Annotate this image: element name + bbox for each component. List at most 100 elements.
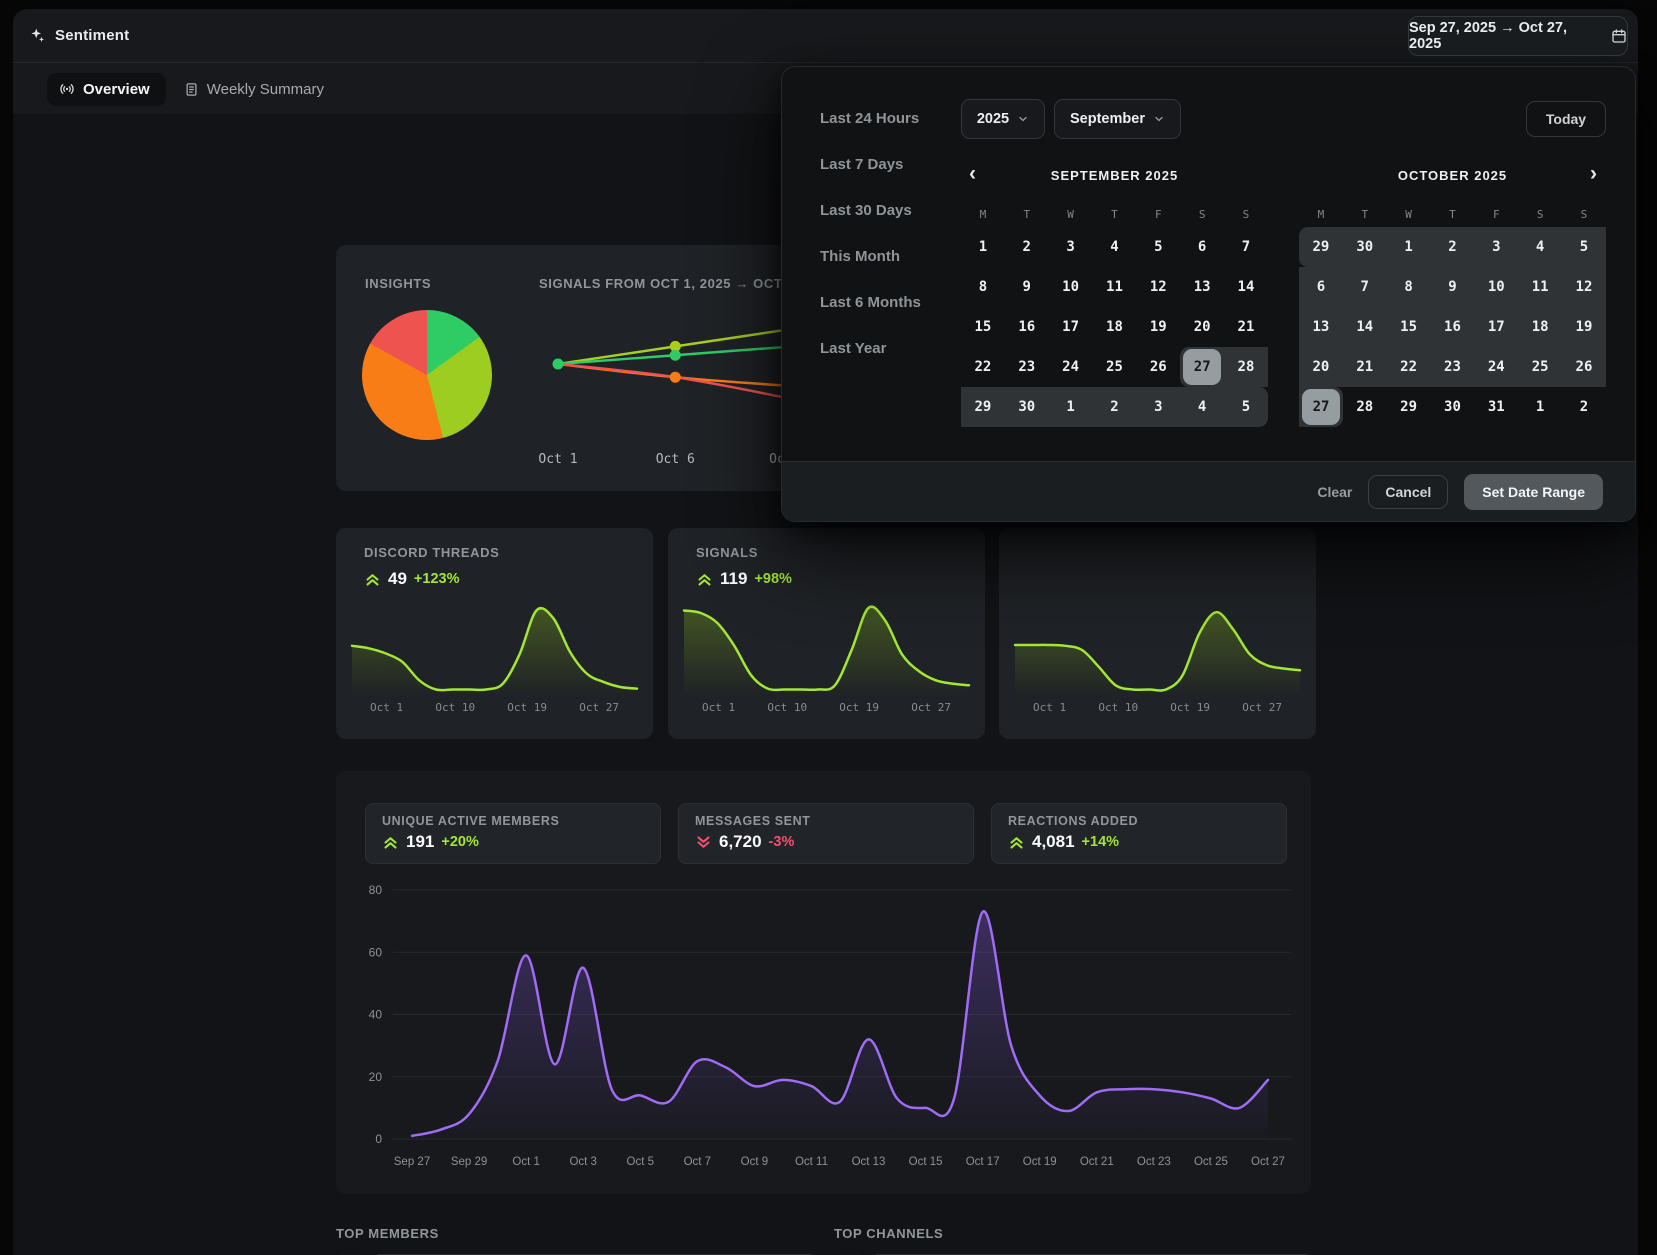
day-cell[interactable]: 4 bbox=[1180, 387, 1225, 427]
day-cell[interactable]: 26 bbox=[1562, 347, 1606, 387]
tab-overview[interactable]: Overview bbox=[47, 72, 166, 106]
day-cell[interactable]: 15 bbox=[1386, 307, 1431, 347]
day-cell[interactable]: 16 bbox=[1018, 319, 1036, 335]
day-cell[interactable]: 13 bbox=[1299, 307, 1343, 347]
day-cell[interactable]: 22 bbox=[1386, 347, 1431, 387]
day-cell[interactable]: 29 bbox=[1400, 399, 1418, 415]
x-tick-label: Oct 6 bbox=[656, 452, 695, 467]
day-cell[interactable]: 15 bbox=[974, 319, 992, 335]
day-cell[interactable]: 18 bbox=[1106, 319, 1123, 335]
stat-value-row: 191 +20% bbox=[382, 832, 644, 852]
day-cell[interactable]: 24 bbox=[1474, 347, 1519, 387]
month-select[interactable]: September bbox=[1054, 99, 1181, 139]
day-cell[interactable]: 2 bbox=[1092, 387, 1137, 427]
day-cell[interactable]: 30 bbox=[1444, 399, 1461, 415]
day-cell[interactable]: 19 bbox=[1562, 307, 1606, 347]
day-cell[interactable]: 22 bbox=[974, 359, 992, 375]
day-cell[interactable]: 25 bbox=[1518, 347, 1563, 387]
stat-value: 4,081 bbox=[1032, 832, 1075, 851]
day-cell[interactable]: 11 bbox=[1518, 267, 1563, 307]
day-cell[interactable]: 29 bbox=[961, 387, 1005, 427]
set-date-range-button[interactable]: Set Date Range bbox=[1464, 473, 1603, 510]
day-cell[interactable]: 14 bbox=[1342, 307, 1387, 347]
preset-last-6-months[interactable]: Last 6 Months bbox=[820, 293, 921, 311]
day-cell[interactable]: 31 bbox=[1487, 399, 1505, 415]
day-cell[interactable]: 7 bbox=[1241, 239, 1251, 255]
day-cell[interactable]: 1 bbox=[978, 239, 988, 255]
day-cell[interactable]: 6 bbox=[1299, 267, 1343, 307]
weekday-label: S bbox=[1536, 207, 1544, 221]
day-cell[interactable]: 11 bbox=[1106, 279, 1123, 295]
activity-panel: UNIQUE ACTIVE MEMBERS 191 +20% MESSAGES SEN… bbox=[336, 771, 1311, 1194]
day-cell[interactable]: 12 bbox=[1562, 267, 1606, 307]
day-cell[interactable]: 3 bbox=[1474, 227, 1519, 267]
day-cell[interactable]: 5 bbox=[1562, 227, 1606, 267]
prev-month-icon[interactable]: ‹ bbox=[969, 162, 977, 185]
day-cell[interactable]: 3 bbox=[1136, 387, 1181, 427]
day-cell[interactable]: 21 bbox=[1342, 347, 1387, 387]
day-cell[interactable]: 24 bbox=[1062, 359, 1080, 375]
cancel-button[interactable]: Cancel bbox=[1368, 474, 1449, 509]
today-button[interactable]: Today bbox=[1526, 101, 1606, 137]
day-cell[interactable]: 13 bbox=[1193, 279, 1211, 295]
day-cell[interactable]: 28 bbox=[1224, 347, 1268, 387]
next-month-icon[interactable]: › bbox=[1590, 162, 1598, 185]
tab-weekly-summary[interactable]: Weekly Summary bbox=[184, 81, 324, 98]
day-cell[interactable]: 9 bbox=[1022, 279, 1031, 295]
day-cell[interactable]: 29 bbox=[1299, 227, 1343, 267]
day-cell[interactable]: 14 bbox=[1237, 279, 1255, 295]
year-select[interactable]: 2025 bbox=[961, 99, 1045, 139]
day-cell[interactable]: 27 bbox=[1180, 347, 1225, 387]
day-cell[interactable]: 30 bbox=[1004, 387, 1049, 427]
day-cell[interactable]: 17 bbox=[1062, 319, 1080, 335]
day-cell[interactable]: 1 bbox=[1535, 399, 1545, 415]
x-tick-label: Oct 3 bbox=[569, 1156, 596, 1168]
day-cell[interactable]: 30 bbox=[1342, 227, 1387, 267]
day-cell[interactable]: 16 bbox=[1430, 307, 1475, 347]
preset-last-year[interactable]: Last Year bbox=[820, 339, 887, 357]
day-cell[interactable]: 20 bbox=[1299, 347, 1343, 387]
x-tick-label: Oct 1 bbox=[1033, 701, 1067, 714]
day-cell[interactable]: 20 bbox=[1193, 319, 1211, 335]
day-cell[interactable]: 23 bbox=[1430, 347, 1475, 387]
day-cell[interactable]: 12 bbox=[1149, 279, 1167, 295]
clear-button[interactable]: Clear bbox=[1317, 483, 1353, 500]
day-cell[interactable]: 1 bbox=[1048, 387, 1093, 427]
day-cell[interactable]: 4 bbox=[1518, 227, 1563, 267]
day-cell[interactable]: 7 bbox=[1342, 267, 1387, 307]
sparkline-chart bbox=[1013, 610, 1302, 696]
day-cell[interactable]: 3 bbox=[1066, 239, 1075, 255]
preset-last-30-days[interactable]: Last 30 Days bbox=[820, 201, 912, 219]
day-cell[interactable]: 10 bbox=[1062, 279, 1080, 295]
day-cell[interactable]: 28 bbox=[1356, 399, 1374, 415]
day-cell[interactable]: 26 bbox=[1149, 359, 1167, 375]
day-cell[interactable]: 10 bbox=[1474, 267, 1519, 307]
day-cell[interactable]: 4 bbox=[1110, 239, 1119, 255]
day-cell[interactable]: 2 bbox=[1022, 239, 1031, 255]
day-cell[interactable]: 25 bbox=[1106, 359, 1123, 375]
day-cell[interactable]: 5 bbox=[1154, 239, 1163, 255]
day-cell[interactable]: 2 bbox=[1430, 227, 1475, 267]
day-cell[interactable]: 9 bbox=[1430, 267, 1475, 307]
day-cell[interactable]: 1 bbox=[1386, 227, 1431, 267]
day-cell[interactable]: 18 bbox=[1518, 307, 1563, 347]
preset-last-7-days[interactable]: Last 7 Days bbox=[820, 155, 904, 173]
day-cell[interactable]: 23 bbox=[1018, 359, 1036, 375]
day-cell[interactable]: 27 bbox=[1299, 387, 1343, 427]
day-cell[interactable]: 5 bbox=[1224, 387, 1268, 427]
day-grid: 29 30 1 2 3 4 5 6 7 8 9 10 11 12 13 14 15 16 17 18 19 20 21 22 2… bbox=[1299, 227, 1606, 427]
day-cell[interactable]: 8 bbox=[1386, 267, 1431, 307]
x-tick-label: Oct 19 bbox=[1023, 1156, 1057, 1168]
day-cell[interactable]: 2 bbox=[1579, 399, 1589, 415]
preset-last-24-hours[interactable]: Last 24 Hours bbox=[820, 109, 920, 127]
data-point bbox=[669, 340, 681, 352]
day-cell[interactable]: 19 bbox=[1149, 319, 1167, 335]
day-cell[interactable]: 17 bbox=[1474, 307, 1519, 347]
day-cell[interactable]: 8 bbox=[978, 279, 988, 295]
date-range-button[interactable]: Sep 27, 2025 → Oct 27, 2025 bbox=[1408, 16, 1628, 56]
day-cell[interactable]: 6 bbox=[1197, 239, 1207, 255]
stat-card: MESSAGES SENT 6,720 -3% bbox=[678, 803, 974, 864]
day-cell[interactable]: 21 bbox=[1237, 319, 1255, 335]
preset-this-month[interactable]: This Month bbox=[820, 247, 900, 265]
